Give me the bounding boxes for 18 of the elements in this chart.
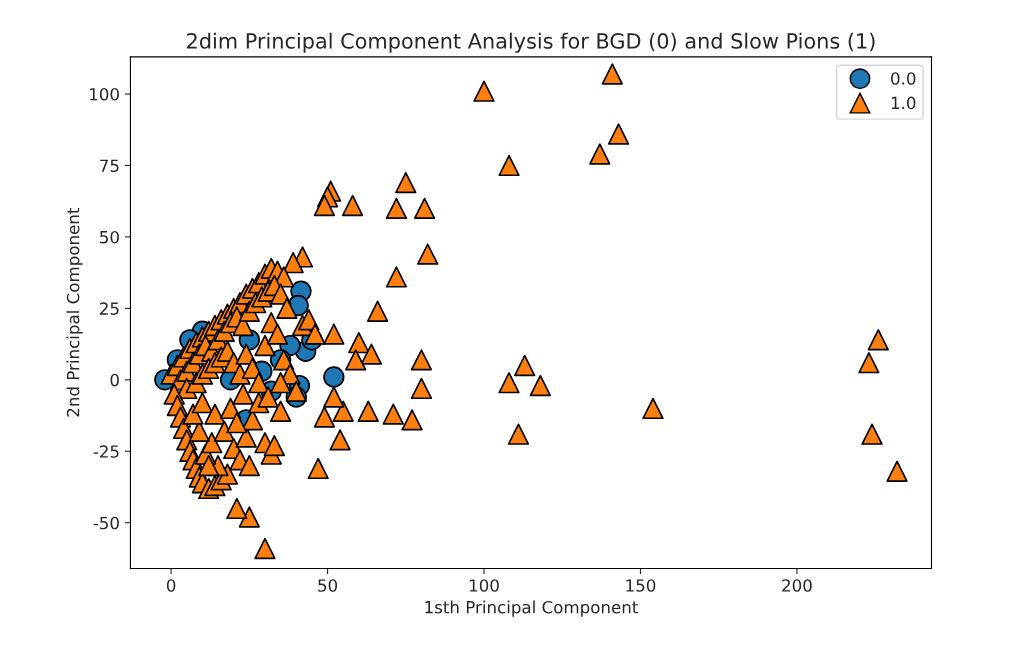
x-axis-title: 1sth Principal Component (425, 600, 638, 617)
y-tick-label: 100 (90, 87, 119, 101)
x-tick-label: 200 (782, 579, 812, 592)
y-axis-title: 2nd Principal Component (66, 208, 83, 417)
x-tick-label: 0 (166, 579, 176, 592)
chart-title: 2dim Principal Component Analysis for BGD (0) and Slow Pions (1) (187, 32, 875, 53)
y-tick-label: 25 (100, 302, 119, 315)
x-tick-label: 50 (318, 579, 338, 592)
y-tick-label: -25 (93, 445, 119, 458)
y-tick-label: 75 (100, 159, 119, 173)
y-tick-label: 50 (100, 230, 119, 244)
legend-label: 0.0 (891, 72, 916, 85)
x-tick-label: 150 (626, 579, 656, 592)
point (323, 366, 345, 388)
legend-label: 1.0 (891, 96, 916, 110)
y-tick-label: -50 (93, 516, 119, 530)
x-tick-label: 100 (469, 579, 499, 592)
y-tick-label: 0 (110, 373, 119, 387)
